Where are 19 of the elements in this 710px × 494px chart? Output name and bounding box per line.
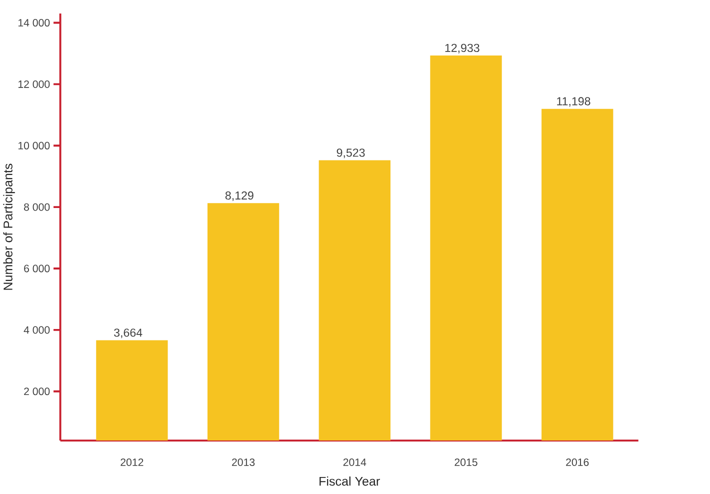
data-label: 8,129 [225, 192, 254, 202]
y-tick-label: 4 000 [24, 326, 50, 334]
x-axis-title: Fiscal Year [320, 476, 380, 486]
x-tick-label: 2016 [566, 458, 589, 466]
data-label: 9,523 [336, 148, 365, 158]
y-tick-label: 14 000 [18, 19, 50, 27]
y-tick-label: 10 000 [18, 142, 50, 150]
y-tick-label: 12 000 [18, 80, 50, 88]
data-label: 3,664 [114, 328, 142, 338]
y-tick-label: 2 000 [24, 388, 50, 396]
x-tick-label: 2012 [120, 458, 144, 466]
x-tick-label: 2013 [232, 458, 255, 466]
data-label: 12,933 [445, 44, 480, 54]
y-tick-label: 8 000 [24, 203, 50, 211]
y-axis-title: Number of Participants [3, 164, 15, 290]
data-label: 11,198 [557, 97, 590, 107]
x-tick-label: 2015 [454, 458, 478, 466]
y-tick-label: 6 000 [24, 264, 50, 272]
x-tick-label: 2014 [343, 458, 366, 466]
